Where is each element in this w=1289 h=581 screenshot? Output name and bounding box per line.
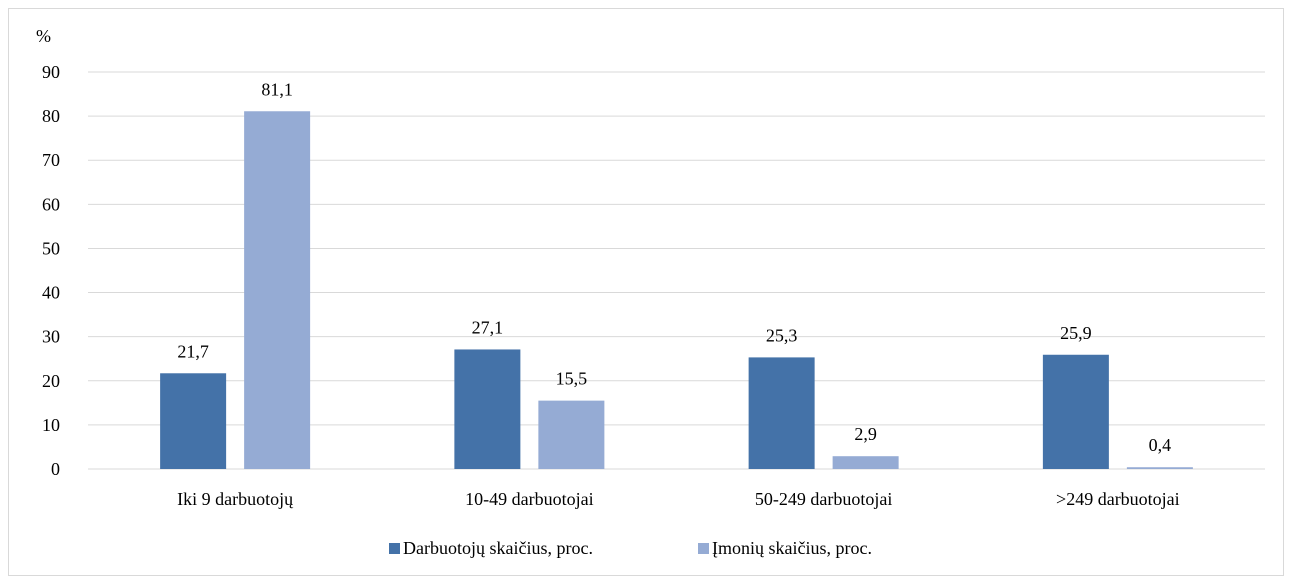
data-label: 27,1 — [472, 317, 504, 337]
bars — [160, 111, 1193, 470]
bar — [244, 111, 311, 470]
y-tick-label: 90 — [42, 62, 60, 82]
data-label: 0,4 — [1149, 435, 1172, 455]
data-label: 15,5 — [556, 369, 588, 389]
bar — [832, 456, 899, 469]
y-tick-label: 70 — [42, 150, 60, 170]
bar — [538, 400, 605, 469]
category-label: 50-249 darbuotojai — [755, 489, 892, 509]
legend-label: Įmonių skaičius, proc. — [712, 538, 872, 558]
data-label: 25,9 — [1060, 323, 1092, 343]
bar — [1126, 467, 1193, 469]
data-labels: 21,7 81,1 27,1 15,5 25,3 2,9 25,9 0,4 — [177, 79, 1171, 455]
y-axis-unit-label: % — [36, 26, 51, 46]
data-label: 21,7 — [177, 341, 209, 361]
y-tick-label: 50 — [42, 238, 60, 258]
bar — [160, 373, 227, 469]
data-label: 81,1 — [261, 79, 293, 99]
category-label: 10-49 darbuotojai — [465, 489, 593, 509]
bar — [748, 357, 815, 469]
data-label: 2,9 — [854, 424, 877, 444]
y-tick-label: 30 — [42, 327, 60, 347]
y-tick-label: 0 — [51, 459, 60, 479]
legend-label: Darbuotojų skaičius, proc. — [403, 538, 593, 558]
category-label: >249 darbuotojai — [1056, 489, 1180, 509]
legend-swatch — [698, 543, 709, 554]
data-label: 25,3 — [766, 325, 798, 345]
y-tick-label: 80 — [42, 106, 60, 126]
category-label: Iki 9 darbuotojų — [177, 489, 294, 509]
bar — [1042, 354, 1109, 469]
y-tick-label: 20 — [42, 371, 60, 391]
chart-frame — [8, 8, 1284, 576]
bar — [454, 349, 521, 469]
legend: Darbuotojų skaičius, proc. Įmonių skaičiu… — [389, 538, 872, 558]
y-tick-label: 40 — [42, 283, 60, 303]
y-tick-label: 60 — [42, 194, 60, 214]
legend-swatch — [389, 543, 400, 554]
y-axis-ticks: 0 10 20 30 40 50 60 70 80 90 — [42, 62, 60, 479]
y-tick-label: 10 — [42, 415, 60, 435]
category-labels: Iki 9 darbuotojų 10-49 darbuotojai 50-249 … — [177, 489, 1180, 509]
